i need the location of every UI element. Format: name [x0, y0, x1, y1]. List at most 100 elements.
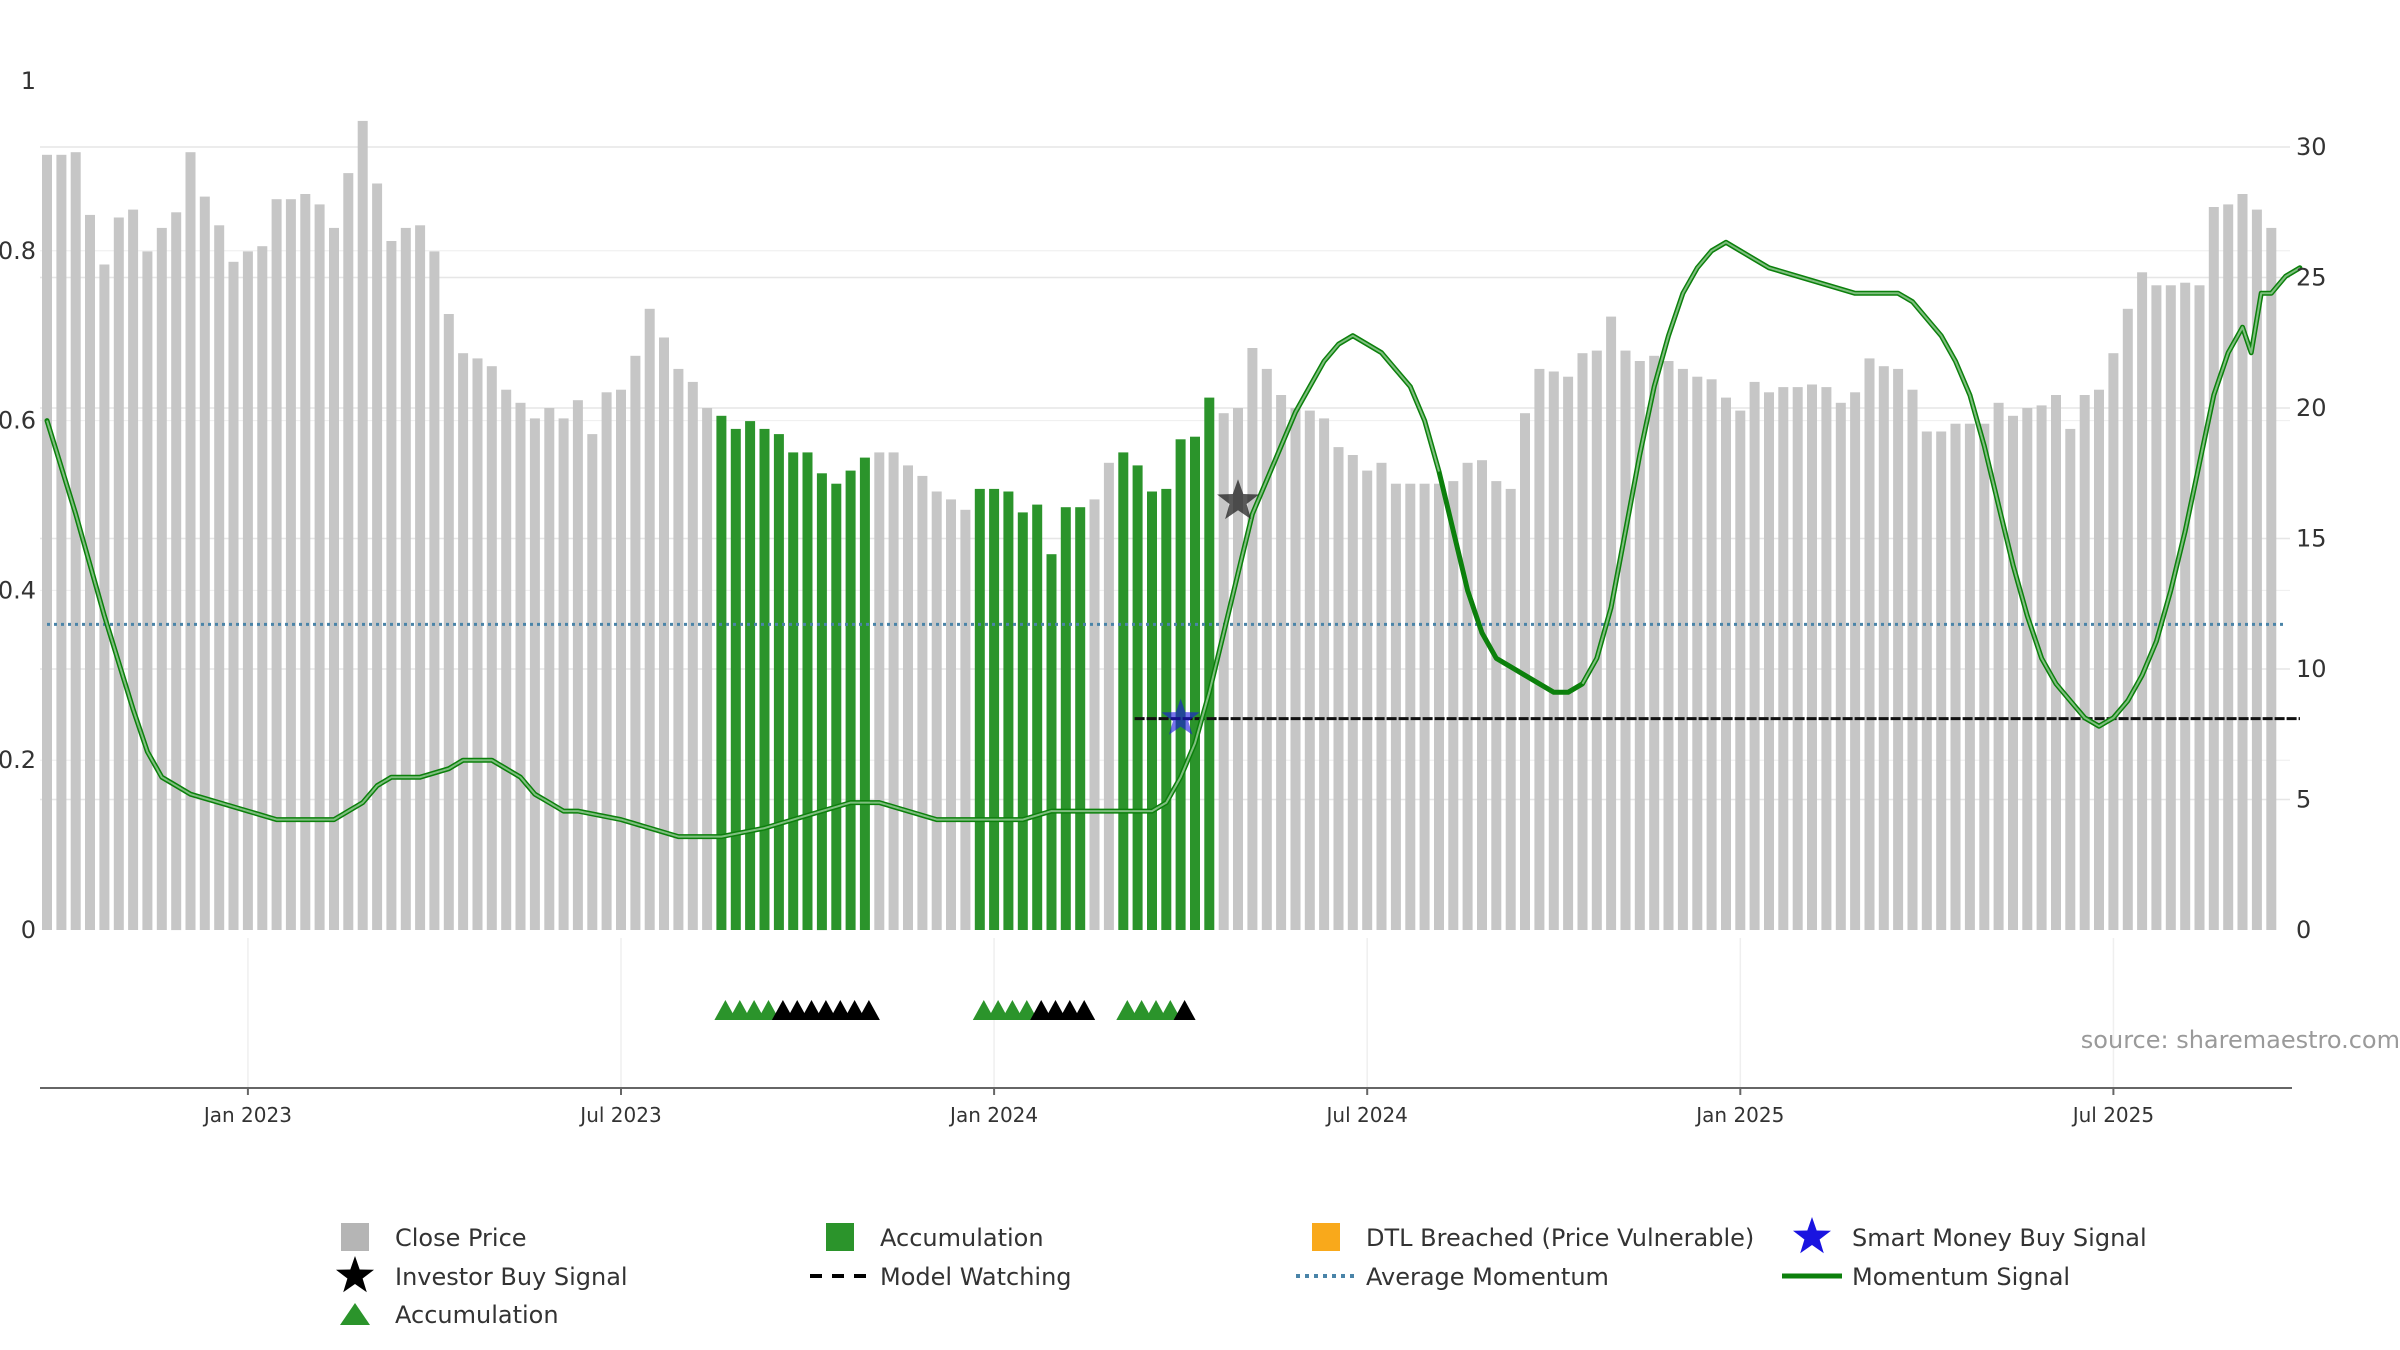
accumulation-triangle-green	[1130, 1000, 1153, 1020]
accumulation-bar	[831, 483, 842, 930]
x-tick-label: Jul 2025	[2071, 1103, 2154, 1127]
close-price-bar	[1333, 447, 1344, 930]
close-price-bar	[372, 183, 383, 930]
close-price-bar	[1261, 368, 1272, 930]
close-price-bar	[128, 209, 139, 931]
close-price-bar	[1462, 462, 1473, 930]
x-tick-label: Jul 2024	[1325, 1103, 1408, 1127]
accumulation-triangle-black	[771, 1000, 794, 1020]
close-price-bar	[2251, 209, 2262, 931]
close-price-bar	[1290, 408, 1301, 930]
accumulation-bar	[1060, 507, 1071, 930]
close-price-bar	[2036, 405, 2047, 930]
close-price-bar	[1950, 423, 1961, 930]
close-price-bar	[142, 251, 153, 930]
momentum-signal	[44, 239, 2303, 840]
accumulation-bar	[816, 473, 827, 931]
close-price-bar	[1491, 481, 1502, 930]
close-price-bar	[1376, 462, 1387, 930]
close-price-bar	[171, 212, 182, 931]
legend-item: Smart Money Buy Signal	[1793, 1217, 2147, 1254]
close-price-bar	[630, 355, 641, 930]
close-price-bar	[1606, 316, 1617, 931]
close-price-bar	[2122, 308, 2133, 930]
legend-label: Close Price	[395, 1224, 527, 1252]
left-tick-label: 0.4	[0, 576, 36, 604]
close-price-bar	[644, 308, 655, 930]
close-price-bar	[1434, 483, 1444, 930]
accumulation-triangle-black	[843, 1000, 866, 1020]
accumulation-bar	[989, 488, 1000, 930]
close-price-bar	[228, 261, 239, 930]
close-price-bar	[1405, 483, 1416, 930]
close-price-bar	[960, 509, 971, 930]
legend-item: Accumulation	[340, 1301, 559, 1329]
close-price-bar	[1792, 387, 1803, 931]
close-price-bar	[42, 154, 52, 931]
close-price-bar	[257, 246, 268, 930]
legend-item: Model Watching	[810, 1263, 1072, 1291]
close-price-bar	[1764, 392, 1774, 930]
close-price-bar	[443, 314, 454, 930]
close-price-bar	[1563, 376, 1574, 930]
close-price-bar	[1218, 413, 1229, 930]
close-price-bar	[1864, 358, 1875, 930]
legend-item: Accumulation	[826, 1223, 1044, 1252]
accumulation-bar	[1190, 436, 1200, 930]
smart-money-buy-signal	[1161, 698, 1200, 735]
accumulation-triangle-green	[757, 1000, 780, 1020]
accumulation-triangle-green	[1145, 1000, 1167, 1020]
close-price-bar	[486, 366, 497, 930]
legend-label: Average Momentum	[1366, 1263, 1609, 1291]
x-tick-label: Jan 2024	[948, 1103, 1038, 1127]
accumulation-bar	[788, 452, 799, 930]
legend-item: Investor Buy Signal	[336, 1256, 628, 1293]
close-price-bar	[515, 402, 526, 930]
legend-label: Investor Buy Signal	[395, 1263, 628, 1291]
close-price-bar	[2094, 389, 2104, 930]
close-price-bar	[1276, 395, 1287, 930]
close-price-bar	[1721, 397, 1731, 931]
close-price-bar	[1964, 423, 1975, 930]
close-price-bar	[616, 389, 626, 930]
right-tick-label: 30	[2296, 133, 2327, 161]
legend-item: Close Price	[341, 1223, 527, 1252]
accumulation-bar	[1132, 465, 1143, 930]
close-price-bar	[99, 264, 110, 930]
accumulation-triangle-green	[714, 1000, 737, 1020]
close-price-bar	[1247, 348, 1258, 930]
accumulation-triangle-icon	[340, 1303, 370, 1325]
accumulation-bar	[745, 421, 756, 930]
close-price-bar	[300, 194, 311, 930]
close-price-bar	[2079, 395, 2090, 930]
left-tick-label: 0.6	[0, 407, 36, 435]
close-price-bar	[1979, 423, 1990, 930]
close-price-bar	[1548, 371, 1559, 930]
accumulation-bar	[1147, 491, 1157, 930]
close-price-bar	[156, 227, 167, 930]
close-price-bar	[673, 368, 684, 930]
close-price-bar	[917, 475, 928, 930]
accumulation-bar	[1161, 488, 1172, 930]
close-price-bar	[1735, 410, 1746, 931]
close-price-bar	[271, 199, 282, 930]
close-price-bar	[314, 204, 325, 930]
left-tick-label: 0	[21, 916, 36, 944]
accumulation-triangle-black	[786, 1000, 809, 1020]
accumulation-triangle-black	[1058, 1000, 1081, 1020]
close-price-bar	[1677, 368, 1688, 930]
investor-buy-signal	[1217, 479, 1259, 520]
close-price-bar	[1878, 366, 1889, 930]
close-price-bar	[1089, 499, 1100, 930]
close-price-bar	[2194, 285, 2205, 930]
legend-label: Smart Money Buy Signal	[1852, 1224, 2147, 1252]
close-price-bar	[1706, 379, 1717, 930]
close-price-bar	[2137, 272, 2148, 930]
legend-item: Momentum Signal	[1782, 1263, 2070, 1291]
accumulation-bar	[1175, 439, 1186, 930]
x-tick-label: Jul 2023	[578, 1103, 661, 1127]
close-price-bar	[214, 225, 225, 931]
close-price-bar	[1907, 389, 1918, 930]
